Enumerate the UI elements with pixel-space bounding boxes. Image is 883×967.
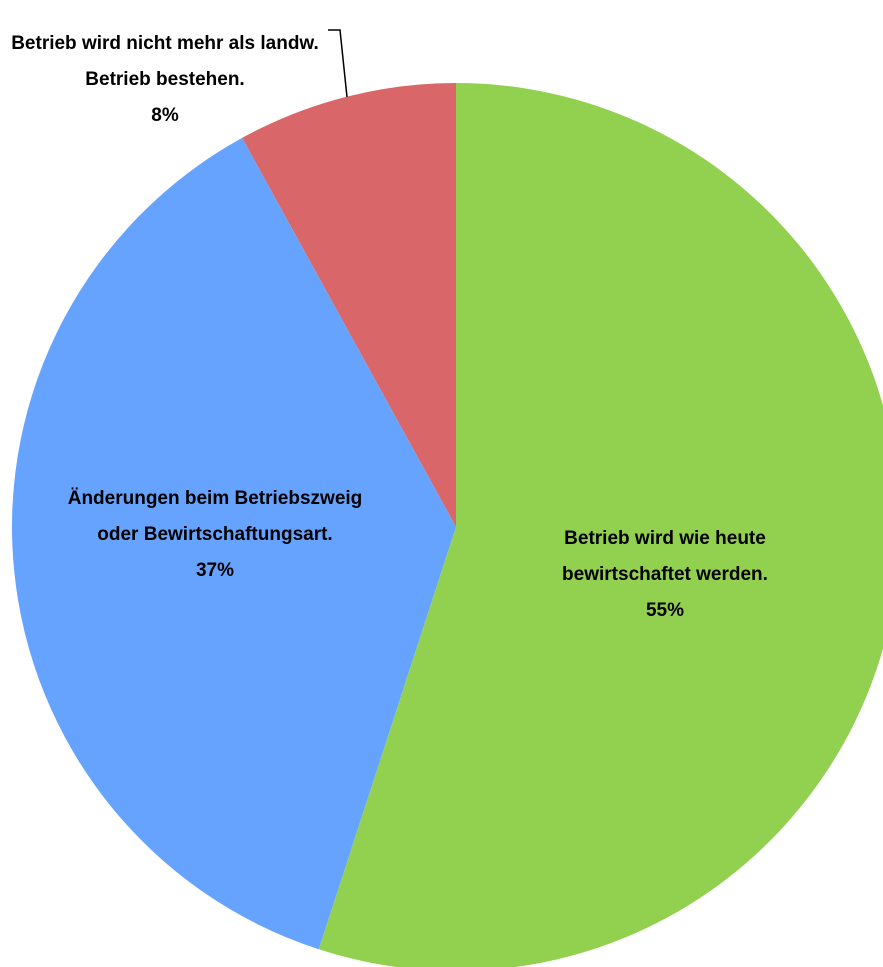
value-label: 55%	[645, 600, 685, 621]
category-label: Betrieb wird nicht mehr als landw. Betri…	[11, 33, 319, 90]
slice-label: Betrieb wird nicht mehr als landw. Betri…	[5, 26, 325, 134]
value-label: 37%	[195, 560, 235, 581]
leader-line	[328, 29, 348, 98]
pie-slice	[11, 137, 456, 950]
category-label: Änderungen beim Betriebszweig oder Bewir…	[67, 488, 363, 545]
slice-label: Betrieb wird wie heute bewirtschaftet we…	[510, 521, 820, 629]
category-label: Betrieb wird wie heute bewirtschaftet we…	[562, 528, 768, 585]
value-label: 8%	[151, 105, 179, 126]
pie-slice	[318, 83, 883, 967]
slice-label: Änderungen beim Betriebszweig oder Bewir…	[65, 481, 365, 589]
pie-slice	[242, 83, 456, 527]
